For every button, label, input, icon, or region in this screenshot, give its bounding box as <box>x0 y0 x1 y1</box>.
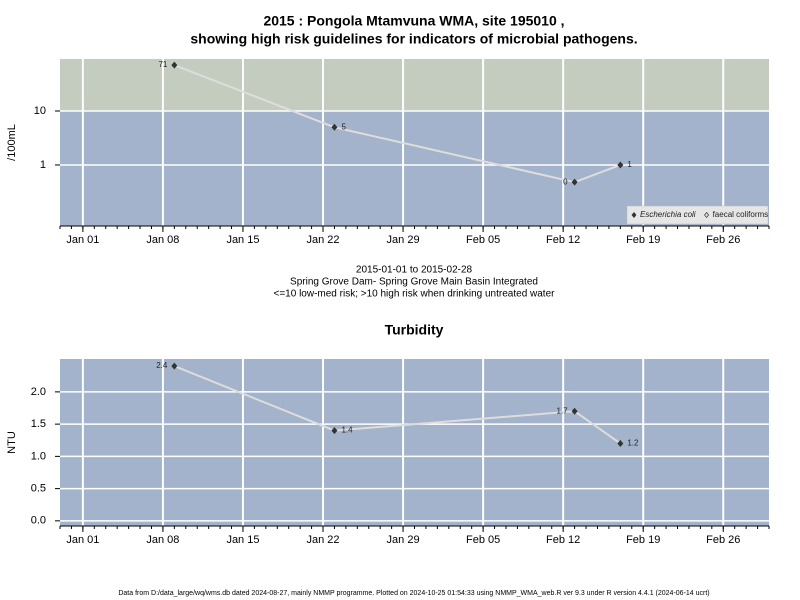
legend-box <box>626 205 769 225</box>
chart-title: Turbidity <box>385 322 444 338</box>
y-tick-label: 1 <box>40 159 46 171</box>
data-label: 0 <box>563 177 568 186</box>
x-tick-label: Feb 12 <box>546 534 580 546</box>
data-point <box>571 407 578 415</box>
x-tick-label: Jan 29 <box>387 234 420 246</box>
data-point <box>571 178 578 186</box>
data-label: 2.4 <box>156 361 168 370</box>
data-label: 71 <box>158 60 167 69</box>
series-line <box>173 64 621 184</box>
chart-title: 2015 : Pongola Mtamvuna WMA, site 195010… <box>263 13 564 29</box>
y-tick-label: 1.5 <box>31 418 46 430</box>
data-label: 1.7 <box>556 406 568 415</box>
data-point <box>171 61 178 69</box>
x-tick-label: Jan 01 <box>66 234 99 246</box>
caption: 2015-01-01 to 2015-02-28 <box>356 265 473 276</box>
legend-marker <box>631 211 637 219</box>
data-point <box>331 427 338 435</box>
data-point <box>171 362 178 370</box>
y-tick-label: 2.0 <box>31 386 46 398</box>
y-axis-label: /100mL <box>6 124 18 161</box>
x-tick-label: Jan 08 <box>146 534 179 546</box>
y-tick-label: 10 <box>34 105 46 117</box>
data-label: 1.4 <box>341 426 353 435</box>
x-tick-label: Jan 15 <box>226 534 259 546</box>
y-axis-label: NTU <box>6 431 18 454</box>
x-tick-label: Feb 12 <box>546 234 580 246</box>
caption: <=10 low-med risk; >10 high risk when dr… <box>274 289 556 300</box>
legend-label: faecal coliforms <box>713 210 769 219</box>
y-tick-label: 0.5 <box>31 483 46 495</box>
x-tick-label: Feb 05 <box>466 534 500 546</box>
x-tick-label: Jan 08 <box>146 234 179 246</box>
x-tick-label: Jan 29 <box>387 534 420 546</box>
x-tick-label: Jan 01 <box>66 534 99 546</box>
plot-background <box>60 359 769 526</box>
caption: Spring Grove Dam- Spring Grove Main Basi… <box>290 277 538 288</box>
x-tick-label: Jan 15 <box>226 234 259 246</box>
data-label: 5 <box>341 122 346 131</box>
y-tick-label: 1.0 <box>31 450 46 462</box>
data-label: 1.2 <box>627 439 639 448</box>
chart-title: showing high risk guidelines for indicat… <box>190 31 637 47</box>
series-line <box>173 365 621 445</box>
x-tick-label: Feb 19 <box>626 534 660 546</box>
legend-label: Escherichia coli <box>640 210 696 219</box>
footer: Data from D:/data_large/wq/wms.db dated … <box>118 590 709 597</box>
x-tick-label: Jan 22 <box>307 234 340 246</box>
x-tick-label: Feb 19 <box>626 234 660 246</box>
x-tick-label: Jan 22 <box>307 534 340 546</box>
data-label: 1 <box>627 160 632 169</box>
legend: Escherichia coli faecal coliforms <box>626 205 769 225</box>
data-point <box>617 161 624 169</box>
data-point <box>617 439 624 447</box>
data-point <box>331 123 338 131</box>
x-tick-label: Feb 26 <box>706 534 740 546</box>
x-tick-label: Feb 26 <box>706 234 740 246</box>
y-tick-label: 0.0 <box>31 515 46 527</box>
x-tick-label: Feb 05 <box>466 234 500 246</box>
high-risk-band <box>60 59 769 112</box>
legend-marker <box>704 211 710 219</box>
